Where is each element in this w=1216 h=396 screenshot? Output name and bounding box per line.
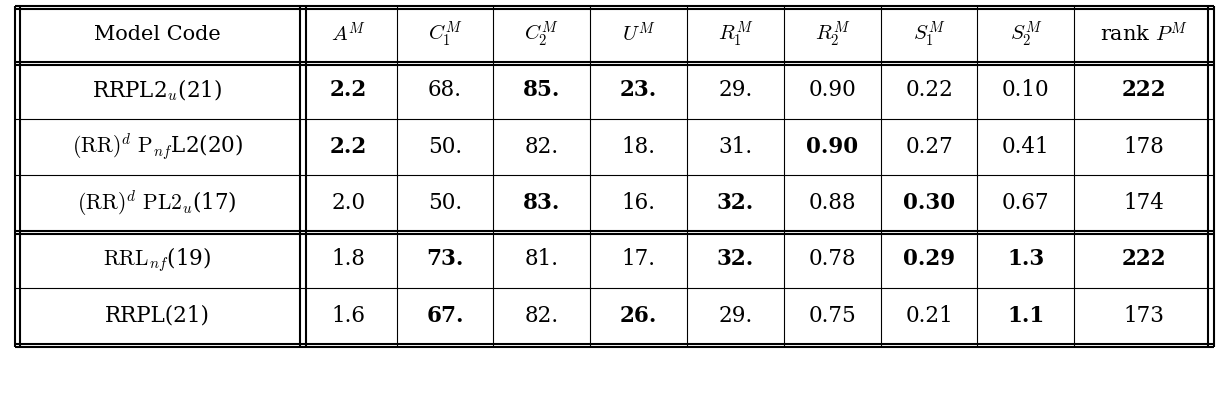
- Text: $C_2^M$: $C_2^M$: [524, 19, 559, 49]
- Text: 26.: 26.: [620, 305, 658, 327]
- Text: 222: 222: [1121, 248, 1166, 270]
- Text: 2.2: 2.2: [330, 80, 367, 101]
- Text: $(\mathrm{RR})^d$ $\mathrm{PL2}_u$(17): $(\mathrm{RR})^d$ $\mathrm{PL2}_u$(17): [78, 188, 237, 218]
- Text: 0.21: 0.21: [905, 305, 953, 327]
- Text: 222: 222: [1121, 80, 1166, 101]
- Text: 0.29: 0.29: [903, 248, 955, 270]
- Text: 17.: 17.: [621, 248, 655, 270]
- Text: rank $P^M$: rank $P^M$: [1100, 22, 1188, 46]
- Text: Model Code: Model Code: [94, 25, 220, 44]
- Text: 2.2: 2.2: [330, 136, 367, 158]
- Text: RRPL2$_u$(21): RRPL2$_u$(21): [92, 78, 223, 103]
- Text: 31.: 31.: [719, 136, 753, 158]
- Text: 32.: 32.: [716, 248, 754, 270]
- Text: 18.: 18.: [621, 136, 655, 158]
- Text: 81.: 81.: [525, 248, 559, 270]
- Text: $(\mathrm{RR})^d$ $\mathrm{P}_{nf}$L2(20): $(\mathrm{RR})^d$ $\mathrm{P}_{nf}$L2(20…: [72, 131, 243, 162]
- Text: 83.: 83.: [523, 192, 561, 214]
- Text: RRPL(21): RRPL(21): [105, 305, 209, 327]
- Text: $C_1^M$: $C_1^M$: [428, 19, 462, 49]
- Text: 0.10: 0.10: [1002, 80, 1049, 101]
- Text: 16.: 16.: [621, 192, 655, 214]
- Text: 0.22: 0.22: [905, 80, 953, 101]
- Text: 82.: 82.: [525, 305, 559, 327]
- Text: 1.1: 1.1: [1007, 305, 1045, 327]
- Text: 23.: 23.: [620, 80, 657, 101]
- Text: $R_1^M$: $R_1^M$: [717, 19, 753, 49]
- Text: 174: 174: [1124, 192, 1165, 214]
- Text: 29.: 29.: [719, 305, 753, 327]
- Text: 1.6: 1.6: [331, 305, 365, 327]
- Text: 0.27: 0.27: [905, 136, 953, 158]
- Text: $S_1^M$: $S_1^M$: [913, 19, 945, 49]
- Text: 1.3: 1.3: [1007, 248, 1045, 270]
- Text: 173: 173: [1124, 305, 1165, 327]
- Text: 50.: 50.: [428, 136, 462, 158]
- Text: 2.0: 2.0: [331, 192, 365, 214]
- Text: 0.67: 0.67: [1002, 192, 1049, 214]
- Text: 1.8: 1.8: [331, 248, 365, 270]
- Text: $R_2^M$: $R_2^M$: [815, 19, 850, 49]
- Text: 67.: 67.: [427, 305, 463, 327]
- Text: 178: 178: [1124, 136, 1165, 158]
- Text: 0.88: 0.88: [809, 192, 856, 214]
- Text: 0.90: 0.90: [806, 136, 858, 158]
- Text: 0.30: 0.30: [903, 192, 955, 214]
- Text: 85.: 85.: [523, 80, 561, 101]
- Text: $U^M$: $U^M$: [621, 22, 655, 46]
- Text: 0.41: 0.41: [1002, 136, 1049, 158]
- Text: $A^M$: $A^M$: [331, 22, 366, 46]
- Text: 50.: 50.: [428, 192, 462, 214]
- Text: 0.78: 0.78: [809, 248, 856, 270]
- Text: 73.: 73.: [427, 248, 463, 270]
- Text: 29.: 29.: [719, 80, 753, 101]
- Text: 82.: 82.: [525, 136, 559, 158]
- Text: 32.: 32.: [716, 192, 754, 214]
- Text: $\mathrm{RRL}_{nf}$(19): $\mathrm{RRL}_{nf}$(19): [103, 245, 212, 274]
- Text: 68.: 68.: [428, 80, 462, 101]
- Text: $S_2^M$: $S_2^M$: [1009, 19, 1042, 49]
- Text: 0.75: 0.75: [809, 305, 856, 327]
- Text: 0.90: 0.90: [809, 80, 856, 101]
